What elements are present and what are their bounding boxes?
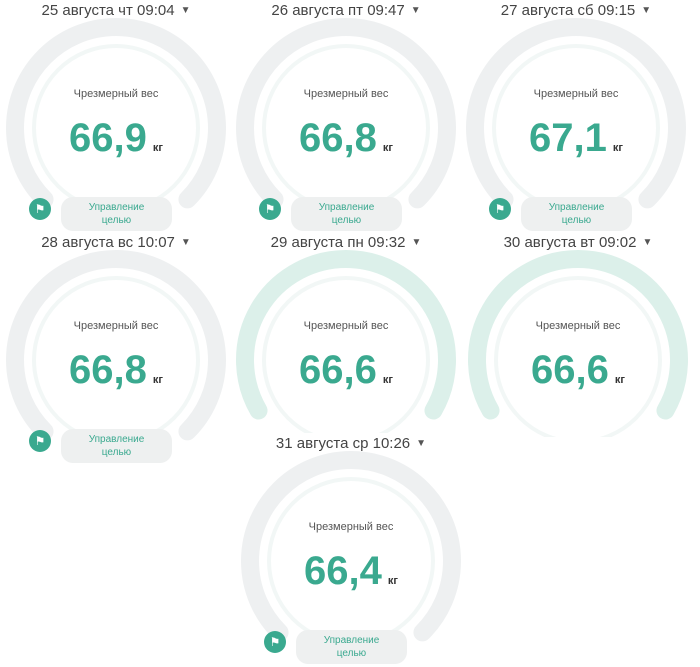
weight-gauge [236,250,456,437]
flag-icon[interactable]: ⚑ [259,198,281,220]
metric-label: Чрезмерный вес [533,88,619,100]
flag-icon[interactable]: ⚑ [489,198,511,220]
weight-card: 28 августа вс 10:07 ▼ Чрезмерный вес 66,8… [0,232,232,464]
caret-down-icon: ▼ [411,237,422,248]
gauge-inner-ring [262,276,430,437]
gauge-inner-ring [494,276,662,437]
weight-unit: кг [387,575,398,587]
gauge-ring [236,250,456,420]
flag-icon[interactable]: ⚑ [29,430,51,452]
weight-value: 67,1 кг [460,116,692,161]
date-label: 29 августа пн 09:32 [270,234,406,251]
date-selector[interactable]: 28 августа вс 10:07 ▼ [0,234,232,251]
weight-value: 66,6 кг [462,348,694,393]
weight-card: 25 августа чт 09:04 ▼ Чрезмерный вес 66,9… [0,0,232,232]
gauge-ring [236,18,456,209]
metric-label: Чрезмерный вес [73,88,159,100]
date-selector[interactable]: 27 августа сб 09:15 ▼ [460,2,692,19]
caret-down-icon: ▼ [180,237,191,248]
date-selector[interactable]: 29 августа пн 09:32 ▼ [230,234,462,251]
goal-management-button[interactable]: Управление целью [61,197,172,231]
weight-number: 66,6 [531,348,609,392]
goal-management-button[interactable]: Управление целью [296,630,407,664]
weight-unit: кг [612,142,623,154]
date-selector[interactable]: 31 августа ср 10:26 ▼ [235,435,467,452]
date-selector[interactable]: 30 августа вт 09:02 ▼ [462,234,694,251]
weight-card: 26 августа пт 09:47 ▼ Чрезмерный вес 66,8… [230,0,462,232]
weight-number: 66,8 [69,348,147,392]
weight-card: 31 августа ср 10:26 ▼ Чрезмерный вес 66,4… [235,433,467,665]
weight-unit: кг [382,374,393,386]
weight-value: 66,8 кг [230,116,462,161]
weight-value: 66,8 кг [0,348,232,393]
weight-card: 30 августа вт 09:02 ▼ Чрезмерный вес 66,6… [462,232,694,437]
flag-icon[interactable]: ⚑ [29,198,51,220]
date-label: 26 августа пт 09:47 [271,2,405,19]
goal-management-button[interactable]: Управление целью [291,197,402,231]
date-selector[interactable]: 26 августа пт 09:47 ▼ [230,2,462,19]
gauge-ring [6,250,226,441]
date-label: 30 августа вт 09:02 [503,234,637,251]
caret-down-icon: ▼ [410,5,421,16]
weight-card: 27 августа сб 09:15 ▼ Чрезмерный вес 67,1… [460,0,692,232]
caret-down-icon: ▼ [642,237,653,248]
metric-label: Чрезмерный вес [303,88,389,100]
weight-value: 66,9 кг [0,116,232,161]
metric-label: Чрезмерный вес [308,521,394,533]
goal-management-button[interactable]: Управление целью [521,197,632,231]
weight-card: 29 августа пн 09:32 ▼ Чрезмерный вес 66,6… [230,232,462,437]
weight-value: 66,4 кг [235,549,467,594]
weight-number: 66,4 [304,549,382,593]
date-selector[interactable]: 25 августа чт 09:04 ▼ [0,2,232,19]
gauge-ring [241,451,461,642]
metric-label: Чрезмерный вес [535,320,621,332]
weight-number: 67,1 [529,116,607,160]
weight-unit: кг [152,142,163,154]
goal-management-button[interactable]: Управление целью [61,429,172,463]
date-label: 28 августа вс 10:07 [41,234,175,251]
gauge-ring [6,18,226,209]
metric-label: Чрезмерный вес [73,320,159,332]
caret-down-icon: ▼ [641,5,652,16]
weight-number: 66,9 [69,116,147,160]
weight-number: 66,6 [299,348,377,392]
weight-unit: кг [152,374,163,386]
gauge-ring [466,18,686,209]
gauge-ring [468,250,688,420]
caret-down-icon: ▼ [416,438,427,449]
weight-gauge [468,250,688,437]
date-label: 27 августа сб 09:15 [500,2,636,19]
weight-number: 66,8 [299,116,377,160]
date-label: 31 августа ср 10:26 [275,435,411,452]
weight-value: 66,6 кг [230,348,462,393]
weight-unit: кг [382,142,393,154]
weight-unit: кг [614,374,625,386]
flag-icon[interactable]: ⚑ [264,631,286,653]
metric-label: Чрезмерный вес [303,320,389,332]
caret-down-icon: ▼ [180,5,191,16]
date-label: 25 августа чт 09:04 [41,2,175,19]
